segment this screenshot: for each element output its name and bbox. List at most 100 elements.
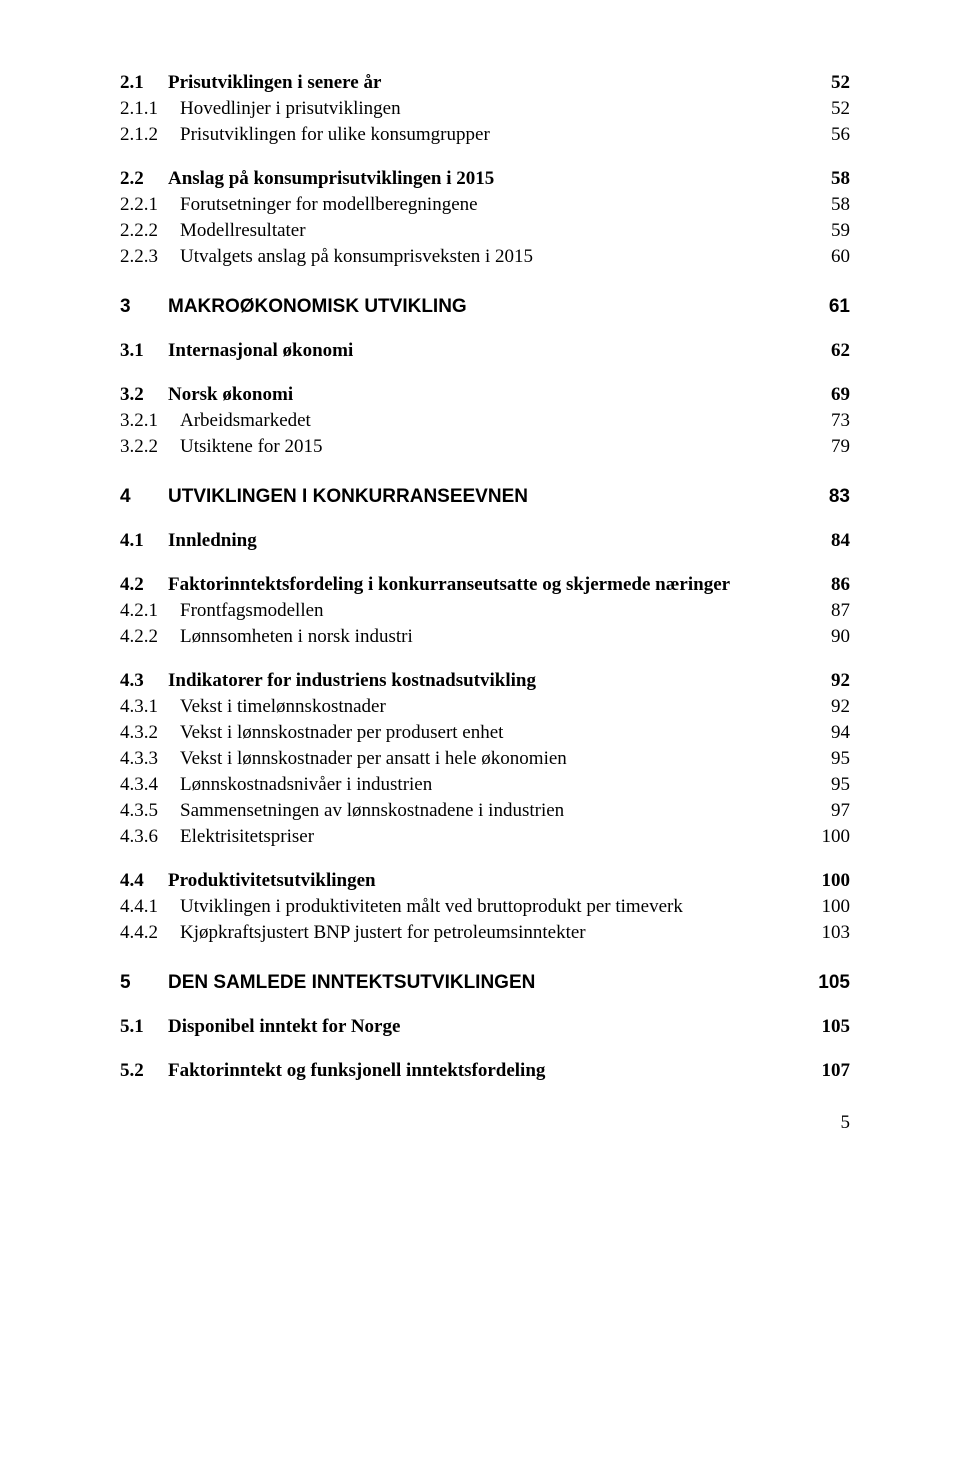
toc-row: 5DEN SAMLEDE INNTEKTSUTVIKLINGEN 105: [120, 972, 850, 994]
toc-entry-page: 86: [810, 574, 850, 596]
toc-row: 4.1Innledning84: [120, 530, 850, 552]
toc-entry-number: 3.2.1: [120, 410, 180, 432]
toc-entry-page: 94: [810, 722, 850, 744]
toc-entry-page: 52: [810, 98, 850, 120]
toc-entry-page: 105: [810, 972, 850, 994]
toc-row: 4.3.1Vekst i timelønnskostnader92: [120, 696, 850, 718]
toc-entry-title: MAKROØKONOMISK UTVIKLING: [168, 296, 467, 317]
toc-page: 2.1Prisutviklingen i senere år52 2.1.1Hov…: [0, 0, 960, 1174]
toc-row: 2.1Prisutviklingen i senere år52: [120, 72, 850, 94]
toc-entry-number: 4.3.2: [120, 722, 180, 744]
toc-row: 2.1.2Prisutviklingen for ulike konsumgru…: [120, 124, 850, 146]
toc-row: 2.2.2Modellresultater59: [120, 220, 850, 242]
toc-row: 4.2Faktorinntektsfordeling i konkurranse…: [120, 574, 850, 596]
toc-entry-title: Faktorinntektsfordeling i konkurranseuts…: [168, 574, 730, 595]
toc-entry-label: 4.4.2Kjøpkraftsjustert BNP justert for p…: [120, 922, 810, 944]
toc-entry-title: UTVIKLINGEN I KONKURRANSEEVNEN: [168, 486, 528, 507]
toc-entry-number: 3.2: [120, 384, 168, 406]
toc-entry-title: Produktivitetsutviklingen: [168, 870, 376, 891]
toc-entry-page: 90: [810, 626, 850, 648]
toc-row: 3.2.1Arbeidsmarkedet73: [120, 410, 850, 432]
toc-entry-title: DEN SAMLEDE INNTEKTSUTVIKLINGEN: [168, 972, 535, 993]
toc-entry-number: 4.3.1: [120, 696, 180, 718]
toc-row: 3.2.2Utsiktene for 201579: [120, 436, 850, 458]
toc-entry-title: Utsiktene for 2015: [180, 436, 322, 457]
toc-entry-label: 4.3.4Lønnskostnadsnivåer i industrien: [120, 774, 810, 796]
toc-entry-number: 4: [120, 486, 168, 508]
toc-row: 4.3.3Vekst i lønnskostnader per ansatt i…: [120, 748, 850, 770]
toc-entry-label: 2.2.2Modellresultater: [120, 220, 810, 242]
toc-entry-page: 95: [810, 774, 850, 796]
toc-entry-title: Hovedlinjer i prisutviklingen: [180, 98, 401, 119]
toc-entry-label: 3.2.1Arbeidsmarkedet: [120, 410, 810, 432]
toc-row: 4.3.6Elektrisitetspriser100: [120, 826, 850, 848]
toc-entry-label: 5.1Disponibel inntekt for Norge: [120, 1016, 810, 1038]
toc-entry-label: 4.1Innledning: [120, 530, 810, 552]
toc-entry-label: 3.1Internasjonal økonomi: [120, 340, 810, 362]
toc-entry-page: 60: [810, 246, 850, 268]
toc-row: 4.3Indikatorer for industriens kostnadsu…: [120, 670, 850, 692]
toc-entry-title: Lønnskostnadsnivåer i industrien: [180, 774, 432, 795]
toc-entry-page: 52: [810, 72, 850, 94]
toc-entry-label: 2.2Anslag på konsumprisutviklingen i 201…: [120, 168, 810, 190]
toc-entry-number: 4.3.6: [120, 826, 180, 848]
toc-entry-page: 84: [810, 530, 850, 552]
toc-entry-page: 100: [810, 826, 850, 848]
toc-entry-number: 4.2: [120, 574, 168, 596]
toc-entry-number: 2.2: [120, 168, 168, 190]
toc-entry-title: Modellresultater: [180, 220, 306, 241]
toc-entry-page: 107: [810, 1060, 850, 1082]
toc-entry-label: 4.2.1Frontfagsmodellen: [120, 600, 810, 622]
toc-entry-page: 100: [810, 870, 850, 892]
toc-entry-title: Forutsetninger for modellberegningene: [180, 194, 478, 215]
toc-entry-number: 4.1: [120, 530, 168, 552]
toc-row: 4.4.1Utviklingen i produktiviteten målt …: [120, 896, 850, 918]
toc-entry-number: 4.3.5: [120, 800, 180, 822]
toc-entry-page: 61: [810, 296, 850, 318]
toc-entry-title: Utviklingen i produktiviteten målt ved b…: [180, 896, 683, 917]
toc-entry-label: 4.3.1Vekst i timelønnskostnader: [120, 696, 810, 718]
page-number: 5: [120, 1112, 850, 1134]
toc-entry-title: Frontfagsmodellen: [180, 600, 324, 621]
toc-entry-number: 3: [120, 296, 168, 318]
toc-entry-label: 4UTVIKLINGEN I KONKURRANSEEVNEN: [120, 486, 810, 508]
toc-entry-number: 2.1: [120, 72, 168, 94]
toc-entry-title: Norsk økonomi: [168, 384, 293, 405]
toc-row: 4.2.2Lønnsomheten i norsk industri90: [120, 626, 850, 648]
toc-entry-number: 2.1.2: [120, 124, 180, 146]
toc-entry-page: 83: [810, 486, 850, 508]
toc-entry-number: 4.4.2: [120, 922, 180, 944]
toc-entry-label: 2.2.1Forutsetninger for modellberegninge…: [120, 194, 810, 216]
toc-entry-title: Vekst i lønnskostnader per produsert enh…: [180, 722, 503, 743]
toc-entry-number: 5.1: [120, 1016, 168, 1038]
toc-entry-number: 5: [120, 972, 168, 994]
toc-row: 4.3.4Lønnskostnadsnivåer i industrien95: [120, 774, 850, 796]
toc-entry-page: 73: [810, 410, 850, 432]
toc-entry-title: Internasjonal økonomi: [168, 340, 353, 361]
toc-row: 3MAKROØKONOMISK UTVIKLING61: [120, 296, 850, 318]
toc-entry-title: Kjøpkraftsjustert BNP justert for petrol…: [180, 922, 586, 943]
toc-entry-title: Prisutviklingen for ulike konsumgrupper: [180, 124, 490, 145]
toc-entry-label: 4.3.3Vekst i lønnskostnader per ansatt i…: [120, 748, 810, 770]
toc-entry-label: 5.2Faktorinntekt og funksjonell inntekts…: [120, 1060, 810, 1082]
toc-entry-title: Innledning: [168, 530, 257, 551]
toc-entry-page: 97: [810, 800, 850, 822]
toc-row: 4.4Produktivitetsutviklingen100: [120, 870, 850, 892]
toc-entry-page: 87: [810, 600, 850, 622]
toc-entry-label: 3MAKROØKONOMISK UTVIKLING: [120, 296, 810, 318]
toc-entry-page: 62: [810, 340, 850, 362]
toc-entry-number: 4.2.2: [120, 626, 180, 648]
toc-entry-number: 2.1.1: [120, 98, 180, 120]
toc-entry-title: Sammensetningen av lønnskostnadene i ind…: [180, 800, 564, 821]
toc-entry-title: Disponibel inntekt for Norge: [168, 1016, 400, 1037]
toc-entry-number: 4.3.3: [120, 748, 180, 770]
toc-entry-page: 79: [810, 436, 850, 458]
toc-entry-number: 2.2.2: [120, 220, 180, 242]
toc-entry-page: 100: [810, 896, 850, 918]
toc-row: 4UTVIKLINGEN I KONKURRANSEEVNEN83: [120, 486, 850, 508]
toc-row: 3.2Norsk økonomi69: [120, 384, 850, 406]
toc-entry-label: 4.3Indikatorer for industriens kostnadsu…: [120, 670, 810, 692]
toc-entry-label: 2.1Prisutviklingen i senere år: [120, 72, 810, 94]
toc-entry-title: Indikatorer for industriens kostnadsutvi…: [168, 670, 536, 691]
toc-row: 4.2.1Frontfagsmodellen87: [120, 600, 850, 622]
